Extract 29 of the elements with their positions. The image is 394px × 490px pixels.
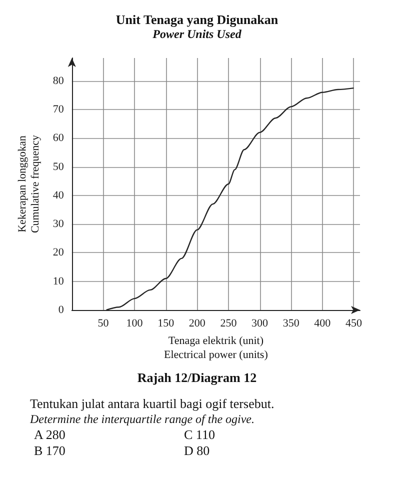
text: Rajah 12/Diagram 12: [136, 370, 258, 386]
x-tick-label: 200: [188, 318, 206, 330]
text: B 170: [34, 443, 66, 459]
chart-title: Unit Tenaga yang Digunakan: [116, 12, 279, 27]
y-tick-label: 50: [52, 160, 64, 173]
y-tick-label: 10: [52, 275, 64, 288]
x-tick-label: 150: [158, 318, 175, 330]
text: C 110: [184, 427, 216, 443]
y-tick-label: 40: [52, 189, 64, 202]
x-tick-label: 300: [252, 318, 269, 330]
x-tick-label: 50: [98, 318, 110, 330]
text: Tentukan julat antara kuartil bagi ogif tersebut.: [29, 396, 276, 412]
text: Determine the interquartile range of the ogive.: [29, 412, 256, 427]
y-tick-label: 60: [52, 132, 64, 144]
x-tick-label: 350: [282, 318, 300, 330]
y-tick-label: 30: [52, 218, 64, 230]
x-tick-label: 400: [314, 318, 332, 330]
x-tick-label: 450: [345, 318, 362, 330]
x-tick-label: 100: [126, 318, 144, 330]
y-tick-label: 70: [52, 104, 64, 116]
y-axis-title: Kekerapan longgokan Cumulative frequency: [16, 134, 42, 234]
x-tick-label: 250: [220, 318, 238, 330]
x-axis-title: Tenaga elektrik (unit) Electrical power (units): [164, 334, 268, 361]
text: D 80: [184, 443, 211, 459]
text: A 280: [34, 427, 66, 443]
chart-subtitle: Power Units Used: [152, 27, 242, 41]
y-tick-label: 80: [52, 74, 64, 87]
y-tick-label: 0: [58, 304, 64, 316]
y-tick-label: 20: [52, 246, 64, 259]
